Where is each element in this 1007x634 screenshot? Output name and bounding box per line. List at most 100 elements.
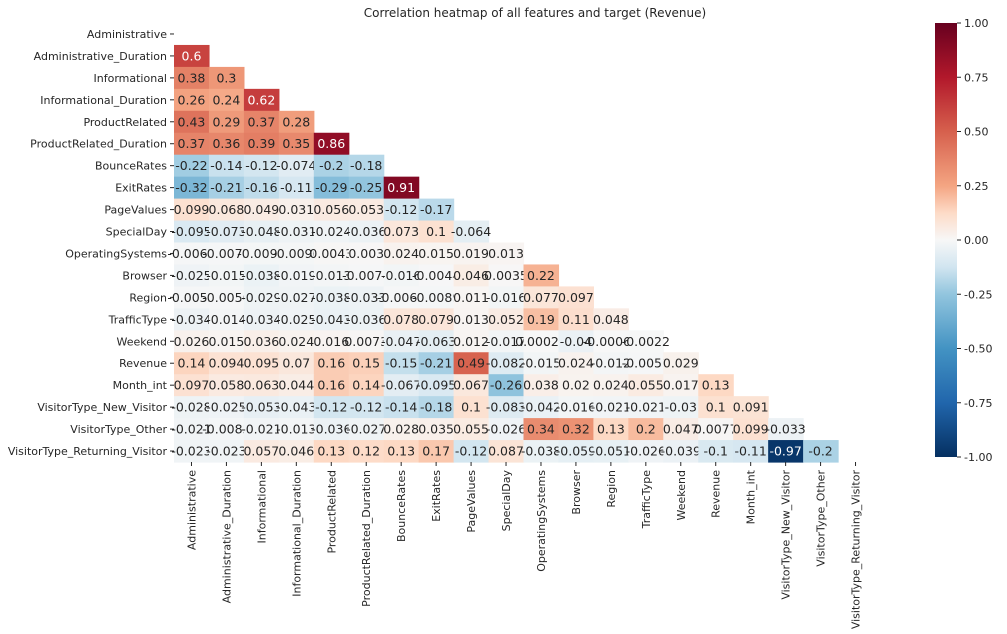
cell-value-label: -0.18 <box>420 400 452 415</box>
y-tick-label: Month_int <box>113 379 168 392</box>
cell-value-label: -0.0065 <box>377 290 425 305</box>
cell-value-label: -0.04 <box>560 334 592 349</box>
heatmap-cell <box>174 286 210 309</box>
cell-value-label: -0.095 <box>171 224 211 239</box>
cell-value-label: 0.044 <box>278 378 314 393</box>
heatmap-cell <box>558 440 594 463</box>
cell-value-label: -0.017 <box>486 334 526 349</box>
cell-value-label: 0.049 <box>243 202 279 217</box>
heatmap-cell <box>523 396 560 419</box>
x-tick-label: ExitRates <box>430 470 443 522</box>
cell-value-label: -0.11 <box>735 444 767 459</box>
cell-value-label: 0.028 <box>383 422 419 437</box>
cell-value-label: -0.0044 <box>412 268 460 283</box>
heatmap-cell <box>628 374 664 397</box>
cell-value-label: 0.019 <box>453 246 489 261</box>
heatmap-cell <box>208 308 245 331</box>
heatmap-cell <box>174 418 210 441</box>
heatmap-cell <box>208 110 245 134</box>
heatmap-cell <box>698 396 734 419</box>
heatmap-cell <box>628 352 664 375</box>
cell-value-label: 0.0077 <box>694 422 738 437</box>
colorbar-tick-label: 0.50 <box>964 126 989 139</box>
heatmap-cell <box>243 396 280 419</box>
heatmap-cell <box>208 374 245 397</box>
y-tick-label: ProductRelated_Duration <box>30 138 167 151</box>
cell-value-label: 0.11 <box>562 312 590 327</box>
colorbar-tick-label: -0.25 <box>964 288 992 301</box>
heatmap-cell <box>174 308 210 331</box>
heatmap-cell <box>663 374 699 397</box>
y-tick-label: Administrative_Duration <box>34 50 167 63</box>
cell-value-label: 0.07 <box>282 356 310 371</box>
cell-value-label: -0.016 <box>381 268 421 283</box>
cell-value-label: -0.036 <box>346 312 386 327</box>
cell-value-label: -0.042 <box>521 400 561 415</box>
heatmap-cell <box>348 418 385 441</box>
y-tick-label: ExitRates <box>115 182 167 195</box>
cell-value-label: 0.079 <box>418 312 454 327</box>
y-tick-label: Informational <box>94 72 167 85</box>
heatmap-cell <box>628 418 664 441</box>
heatmap-cell <box>278 352 315 375</box>
heatmap-cell <box>418 220 455 244</box>
x-tick-label: Administrative <box>185 470 198 550</box>
x-tick-label: Weekend <box>675 470 688 520</box>
cell-value-label: 0.2 <box>636 422 656 437</box>
heatmap-cell <box>418 374 455 397</box>
heatmap-cell <box>383 352 420 375</box>
cell-value-label: 0.046 <box>453 268 489 283</box>
cell-value-label: -0.1 <box>704 444 728 459</box>
heatmap-cell <box>628 330 664 353</box>
heatmap-cell <box>383 330 420 353</box>
heatmap-cell <box>558 374 594 397</box>
heatmap-cell <box>488 374 525 397</box>
cell-value-label: 0.048 <box>593 312 629 327</box>
cell-value-label: 0.17 <box>422 444 450 459</box>
cell-value-label: -0.12 <box>245 158 277 173</box>
heatmap-cell <box>558 308 594 331</box>
heatmap-cell <box>313 264 350 287</box>
cell-value-label: -0.043 <box>311 312 351 327</box>
heatmap-cell <box>208 176 245 200</box>
heatmap-cell <box>488 418 525 441</box>
heatmap-cell <box>243 110 280 134</box>
cell-value-label: 0.003 <box>348 246 384 261</box>
y-tick-label: BounceRates <box>95 160 167 173</box>
cell-value-label: -0.023 <box>206 444 246 459</box>
heatmap-cell <box>698 374 734 397</box>
cell-value-label: -0.12 <box>315 400 347 415</box>
cell-value-label: -0.0074 <box>342 268 390 283</box>
cell-value-label: -0.023 <box>171 444 211 459</box>
cell-value-label: 0.068 <box>209 202 245 217</box>
heatmap-cell <box>208 396 245 419</box>
heatmap-cell <box>208 66 245 90</box>
cell-value-label: -0.021 <box>171 422 211 437</box>
cell-value-label: 0.3 <box>216 70 236 85</box>
heatmap-cell <box>488 352 525 375</box>
heatmap-cell <box>208 88 245 112</box>
heatmap-cell <box>243 286 280 309</box>
x-tick-label: Informational <box>255 470 268 543</box>
cell-value-label: -0.095 <box>416 378 456 393</box>
cell-value-label: -0.12 <box>385 202 417 217</box>
heatmap-cell <box>174 132 210 156</box>
heatmap-cell <box>243 176 280 200</box>
cell-value-label: 0.097 <box>174 378 210 393</box>
heatmap-cell <box>174 88 210 112</box>
y-tick-label: Region <box>129 291 167 304</box>
cell-value-label: 0.22 <box>527 268 555 283</box>
y-tick-label: TrafficType <box>108 313 168 326</box>
cell-value-label: -0.038 <box>521 444 561 459</box>
cell-value-label: -0.012 <box>591 356 631 371</box>
heatmap-cell <box>243 308 280 331</box>
cell-value-label: -0.14 <box>385 400 417 415</box>
heatmap-cell <box>383 374 420 397</box>
cell-value-label: 0.091 <box>733 400 769 415</box>
heatmap-cell <box>313 154 350 178</box>
cell-value-label: -0.025 <box>171 268 211 283</box>
cell-value-label: -0.21 <box>420 356 452 371</box>
heatmap-cell <box>174 440 210 463</box>
y-tick-label: Administrative <box>87 28 167 41</box>
